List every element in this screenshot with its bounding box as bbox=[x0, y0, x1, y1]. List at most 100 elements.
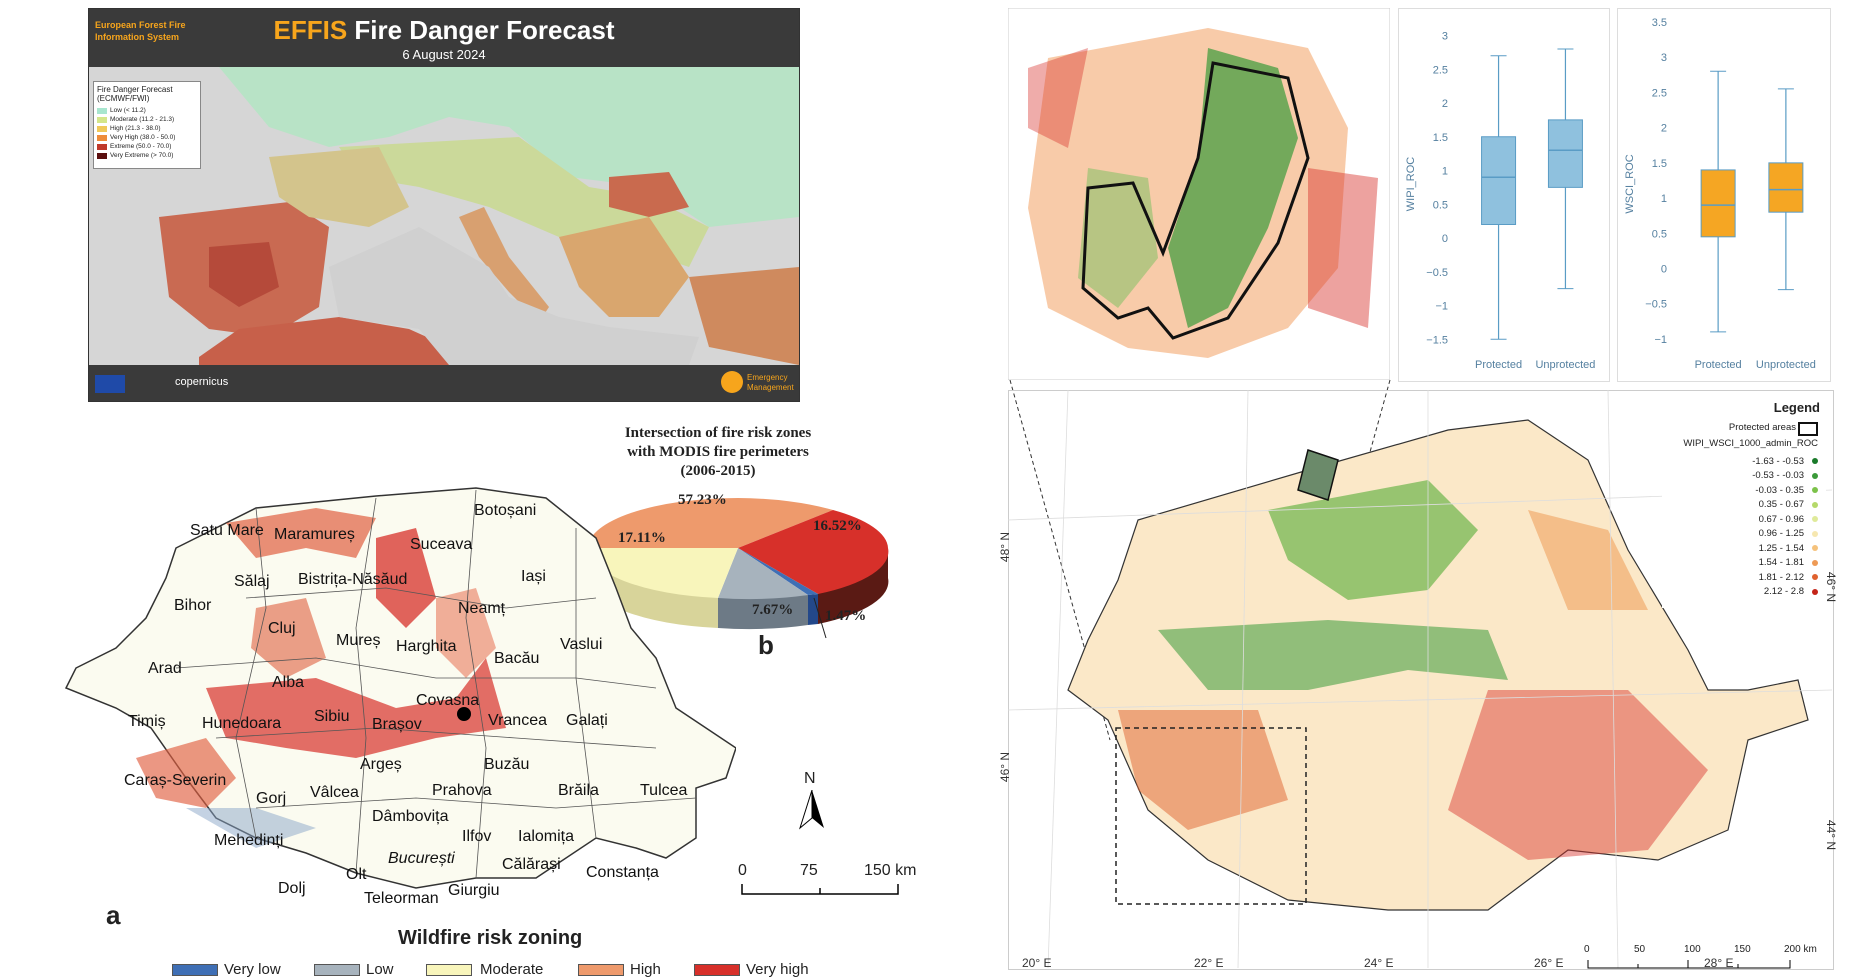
legend-label-high: High bbox=[630, 961, 661, 978]
roc-legend-class: 0.35 - 0.67 bbox=[1688, 498, 1818, 513]
y-tick-label: 3 bbox=[1661, 52, 1667, 64]
y-tick-label: −1 bbox=[1654, 334, 1667, 346]
effis-legend-item: Very Extreme (> 70.0) bbox=[97, 151, 197, 160]
county-label: Ilfov bbox=[462, 828, 492, 845]
lat-label: 46° N bbox=[1824, 571, 1839, 603]
roc-legend-dot bbox=[1812, 458, 1818, 465]
effis-org-logo: European Forest Fire Information System bbox=[95, 19, 186, 43]
roc-scale-label: 0 bbox=[1584, 944, 1590, 955]
county-label: Argeș bbox=[360, 756, 402, 773]
roc-scale-label: 50 bbox=[1634, 944, 1646, 955]
county-label: Galați bbox=[566, 712, 608, 729]
roc-legend-dot bbox=[1812, 559, 1818, 566]
effis-legend-item: Moderate (11.2 - 21.3) bbox=[97, 115, 197, 124]
effis-title: EFFIS Fire Danger Forecast bbox=[89, 15, 799, 46]
county-label: Vrancea bbox=[488, 712, 547, 729]
roc-legend-class-label: -1.63 - -0.53 bbox=[1752, 455, 1804, 467]
protected-areas-label: Protected areas bbox=[1728, 422, 1796, 433]
effis-org-line1: European Forest Fire bbox=[95, 20, 186, 30]
y-tick-label: −0.5 bbox=[1645, 299, 1667, 311]
eu-flag-icon bbox=[95, 375, 125, 393]
y-tick-label: 1 bbox=[1442, 166, 1448, 178]
legend-swatch-very-high bbox=[694, 964, 740, 976]
y-tick-label: 0.5 bbox=[1652, 228, 1667, 240]
roc-legend-class-label: 0.96 - 1.25 bbox=[1758, 528, 1804, 540]
y-tick-label: 3.5 bbox=[1652, 17, 1667, 29]
legend-label-very-high: Very high bbox=[746, 961, 809, 978]
scale-label: 150 km bbox=[864, 862, 917, 879]
risk-legend-title: Wildfire risk zoning bbox=[398, 927, 583, 949]
roc-legend-dot bbox=[1812, 487, 1818, 494]
box-protected bbox=[1481, 136, 1517, 225]
effis-legend-item: Very High (38.0 - 50.0) bbox=[97, 133, 197, 142]
county-label: Sibiu bbox=[314, 708, 350, 725]
county-label: Ialomița bbox=[518, 828, 575, 845]
legend-label-low: Low bbox=[366, 961, 394, 978]
pie-title-line3: (2006-2015) bbox=[680, 463, 756, 479]
emergency-management-icon bbox=[721, 371, 743, 393]
roc-legend-class: 2.12 - 2.8 bbox=[1688, 585, 1818, 600]
effis-footer: copernicus Emergency Management bbox=[89, 365, 799, 401]
lon-label: 20° E bbox=[1022, 956, 1052, 970]
roc-legend-class: 0.67 - 0.96 bbox=[1688, 512, 1818, 527]
roc-legend-dot bbox=[1812, 530, 1818, 537]
county-label: Iași bbox=[521, 568, 546, 585]
county-label: Arad bbox=[148, 660, 182, 677]
scale-label: 0 bbox=[738, 862, 747, 879]
lat-label: 48° N bbox=[998, 531, 1013, 563]
north-arrow-label: N bbox=[804, 770, 816, 787]
roc-legend-dot bbox=[1812, 588, 1818, 595]
county-label: Bacău bbox=[494, 650, 540, 667]
y-tick-label: −1.5 bbox=[1426, 334, 1448, 346]
roc-legend-dot bbox=[1812, 516, 1818, 523]
pie-title-line1: Intersection of fire risk zones bbox=[624, 425, 812, 441]
lon-label: 26° E bbox=[1534, 956, 1564, 970]
effis-header bbox=[89, 9, 799, 67]
box-unprotected bbox=[1768, 162, 1804, 213]
county-label: Mureș bbox=[336, 632, 381, 649]
zoom-extent-box bbox=[1115, 727, 1307, 905]
roc-legend-class: -0.53 - -0.03 bbox=[1688, 469, 1818, 484]
county-label: Timiș bbox=[128, 713, 166, 730]
x-category-label: Protected bbox=[1475, 359, 1522, 371]
y-tick-label: 0 bbox=[1442, 233, 1448, 245]
county-label: Cluj bbox=[268, 620, 296, 637]
county-label: Gorj bbox=[256, 790, 287, 807]
effis-title-rest: Fire Danger Forecast bbox=[347, 15, 615, 45]
roc-legend-dot bbox=[1812, 501, 1818, 508]
roc-legend-title: Legend bbox=[1773, 400, 1820, 415]
county-label: București bbox=[388, 850, 455, 867]
roc-scale-label: 150 bbox=[1734, 944, 1751, 955]
roc-scale-bar bbox=[1587, 960, 1791, 969]
pie-leader-line bbox=[813, 597, 827, 639]
pie-label-moderate: 17.11% bbox=[618, 530, 666, 546]
effis-date: 6 August 2024 bbox=[402, 47, 486, 62]
pie-title-line2: with MODIS fire perimeters bbox=[627, 444, 809, 460]
roc-map-frame bbox=[1008, 390, 1834, 970]
boxplot-panel-wipi bbox=[1398, 8, 1610, 382]
scale-bar bbox=[741, 884, 899, 895]
county-label: Brașov bbox=[372, 716, 422, 733]
pie-label-high: 57.23% bbox=[678, 492, 727, 508]
effis-title-accent: EFFIS bbox=[273, 15, 348, 45]
pie-slice-moderate bbox=[587, 548, 738, 598]
lat-label: 46° N bbox=[998, 751, 1013, 783]
emergency-management-label: Emergency Management bbox=[747, 373, 794, 392]
y-tick-label: 1 bbox=[1661, 193, 1667, 205]
boxplot-panel-wsci bbox=[1617, 8, 1831, 382]
boxplot-wipi: 3 2.5 2 1.5 1 0.5 0 −0.5 −1 −1.5 WIPI_ROC Protected… bbox=[1405, 31, 1595, 372]
effis-org-line2: Information System bbox=[95, 32, 180, 42]
pie-label-very-high: 16.52% bbox=[813, 518, 862, 534]
pie-label-low: 7.67% bbox=[752, 602, 794, 618]
bucharest-marker bbox=[457, 707, 471, 721]
y-axis-label: WSCI_ROC bbox=[1624, 154, 1636, 213]
county-label: Bihor bbox=[174, 597, 212, 614]
romania-outline bbox=[64, 487, 736, 889]
county-label: Botoșani bbox=[474, 502, 537, 519]
y-tick-label: 1.5 bbox=[1433, 132, 1448, 144]
county-label: Bistrița-Năsăud bbox=[298, 571, 408, 588]
pie-slice-high bbox=[588, 498, 833, 548]
effis-legend-item: Extreme (50.0 - 70.0) bbox=[97, 142, 197, 151]
roc-legend-dot bbox=[1812, 545, 1818, 552]
county-label: Neamț bbox=[458, 600, 506, 617]
